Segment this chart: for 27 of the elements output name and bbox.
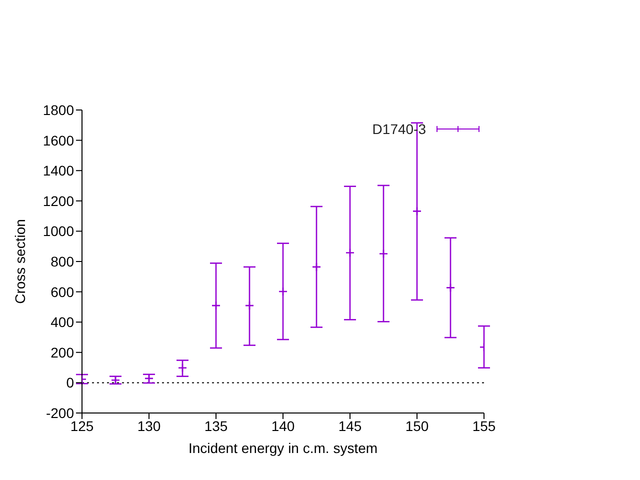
x-tick-label: 150 — [405, 418, 429, 434]
y-tick-label: 200 — [50, 344, 74, 360]
y-tick-label: 1400 — [42, 162, 74, 179]
point — [412, 206, 422, 216]
y-tick-label: 1600 — [42, 132, 74, 148]
y-tick-label: 400 — [50, 314, 74, 330]
y-tick-label: 1200 — [42, 192, 74, 209]
x-axis-title: Incident energy in c.m. system — [188, 440, 378, 456]
point — [446, 283, 456, 292]
point — [378, 249, 388, 258]
y-tick-label: 1000 — [42, 223, 74, 240]
point — [211, 300, 221, 310]
y-tick-label: 0 — [66, 374, 74, 391]
y-tick-label: 1800 — [42, 102, 74, 118]
point — [178, 363, 188, 373]
y-tick-label: 600 — [50, 284, 74, 300]
point — [312, 262, 322, 272]
x-tick-label: 155 — [472, 418, 496, 434]
y-axis-title: Cross section — [12, 219, 28, 304]
point — [345, 248, 355, 258]
point — [278, 286, 288, 296]
x-tick-label: 140 — [271, 418, 295, 434]
x-tick-label: 130 — [137, 418, 161, 434]
y-tick-label: 800 — [50, 253, 74, 270]
x-tick-label: 145 — [338, 418, 362, 434]
x-tick-label: 135 — [204, 418, 228, 434]
point — [244, 300, 254, 310]
